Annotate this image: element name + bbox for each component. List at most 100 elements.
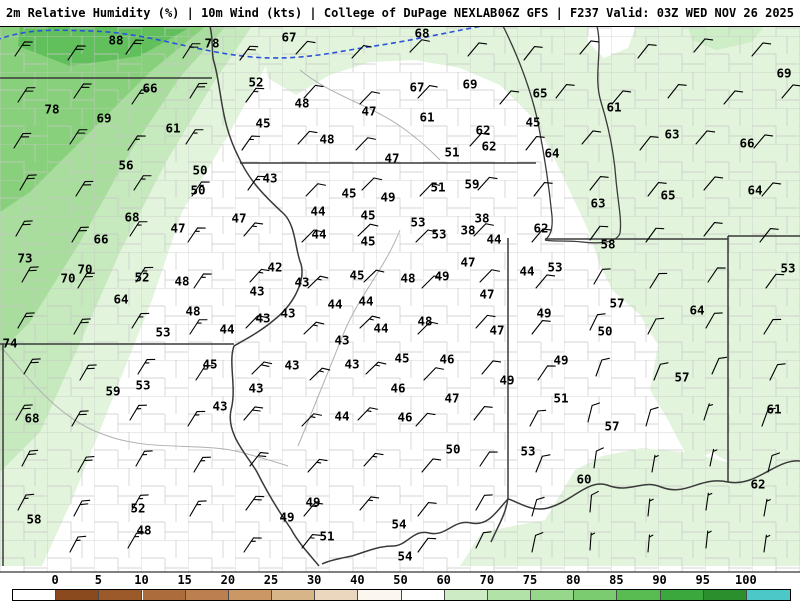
wind-barb (647, 182, 667, 197)
colorbar-tick-label: 70 (479, 573, 495, 587)
wind-barb (589, 225, 609, 241)
wind-barb (241, 135, 261, 151)
humidity-value: 78 (204, 36, 219, 51)
wind-barb (357, 223, 379, 237)
humidity-value: 51 (444, 145, 459, 160)
humidity-value: 49 (553, 353, 568, 368)
wind-barb (303, 84, 324, 99)
wind-barb (365, 361, 387, 375)
humidity-value: 45 (360, 208, 375, 223)
humidity-value: 45 (394, 351, 409, 366)
colorbar-segment (401, 590, 445, 600)
wind-barb (531, 496, 545, 517)
wind-barb (473, 223, 494, 237)
wind-barb (245, 495, 265, 511)
humidity-value: 50 (445, 442, 460, 457)
humidity-value: 62 (475, 123, 490, 138)
colorbar-tick-label: 95 (695, 573, 710, 587)
humidity-value: 42 (267, 260, 282, 275)
humidity-value: 57 (609, 296, 624, 311)
wind-barb (303, 321, 325, 335)
lake-michigan-west-shore (502, 26, 553, 241)
wind-barb (535, 454, 551, 473)
wind-barb (351, 45, 372, 59)
colorbar-segment (617, 590, 661, 600)
colorbar-tick-label: 25 (263, 573, 279, 587)
humidity-value: 47 (489, 323, 504, 338)
wind-barb (17, 493, 35, 511)
colorbar-segment (185, 590, 229, 600)
minor-rivers (1, 69, 441, 467)
wind-barb (243, 406, 264, 421)
wind-barb (535, 274, 556, 289)
wind-barb (131, 312, 150, 329)
wind-barb (475, 494, 493, 511)
wind-barb (133, 175, 152, 191)
wind-barb (13, 132, 32, 149)
wind-barb (421, 458, 442, 473)
wind-barb (137, 358, 156, 375)
humidity-value: 59 (464, 177, 479, 192)
wind-barb (723, 90, 744, 105)
humidity-value: 46 (439, 352, 454, 367)
wind-barb (649, 272, 668, 289)
colorbar-tick-labels: 0 5 10 15 20 25 30 40 50 60 70 75 80 85 90 95 100 (12, 573, 789, 587)
wind-barb (125, 39, 145, 55)
humidity-value: 49 (434, 269, 449, 284)
wind-barb (647, 317, 665, 335)
humidity-value: 51 (319, 529, 334, 544)
wind-barb (359, 315, 381, 329)
wind-barb (709, 448, 718, 467)
humidity-value: 43 (294, 275, 309, 290)
wind-barb (131, 494, 149, 511)
wind-barb (357, 407, 378, 421)
wind-barb (15, 220, 33, 237)
humidity-value: 48 (185, 304, 200, 319)
humidity-value: 46 (390, 381, 405, 396)
wind-barb (639, 136, 659, 151)
wind-barb (249, 268, 270, 283)
wind-barb (75, 180, 94, 197)
humidity-value: 65 (660, 188, 675, 203)
humidity-value: 44 (373, 321, 388, 336)
wind-barb (479, 451, 498, 467)
wind-barb (359, 496, 380, 511)
wind-barb (423, 367, 444, 381)
wind-barb (695, 130, 716, 145)
wind-barb (467, 42, 488, 57)
humidity-value: 67 (409, 80, 424, 95)
humidity-value: 43 (344, 357, 359, 372)
wind-barb (303, 502, 324, 517)
wind-barb (705, 530, 712, 549)
wind-barb (23, 358, 41, 375)
wind-barb (189, 500, 207, 517)
wind-barb (525, 136, 545, 151)
humidity-value: 48 (136, 523, 151, 538)
wind-barb (127, 532, 145, 549)
humidity-value: 54 (397, 549, 412, 564)
wind-barb (251, 361, 273, 375)
humidity-value: 59 (105, 384, 120, 399)
wind-barb (647, 498, 654, 517)
humidity-value: 66 (142, 81, 157, 96)
wind-barb (589, 176, 609, 191)
humidity-value: 68 (24, 411, 39, 426)
wind-barb (523, 46, 543, 61)
wind-barb (355, 137, 376, 151)
humidity-value: 68 (124, 210, 139, 225)
humidity-value: 53 (135, 378, 150, 393)
wind-barb (703, 222, 723, 237)
header-product-title: 2m Relative Humidity (%) | 10m Wind (kts… (6, 5, 498, 20)
humidity-value: 52 (130, 501, 145, 516)
humidity-value: 45 (255, 116, 270, 131)
humidity-value: 73 (17, 251, 32, 266)
colorbar-segment (99, 590, 143, 600)
wind-barb (469, 132, 490, 147)
humidity-value: 62 (533, 221, 548, 236)
humidity-value: 45 (349, 268, 364, 283)
wind-barb (193, 456, 212, 473)
wind-barb (477, 176, 498, 191)
